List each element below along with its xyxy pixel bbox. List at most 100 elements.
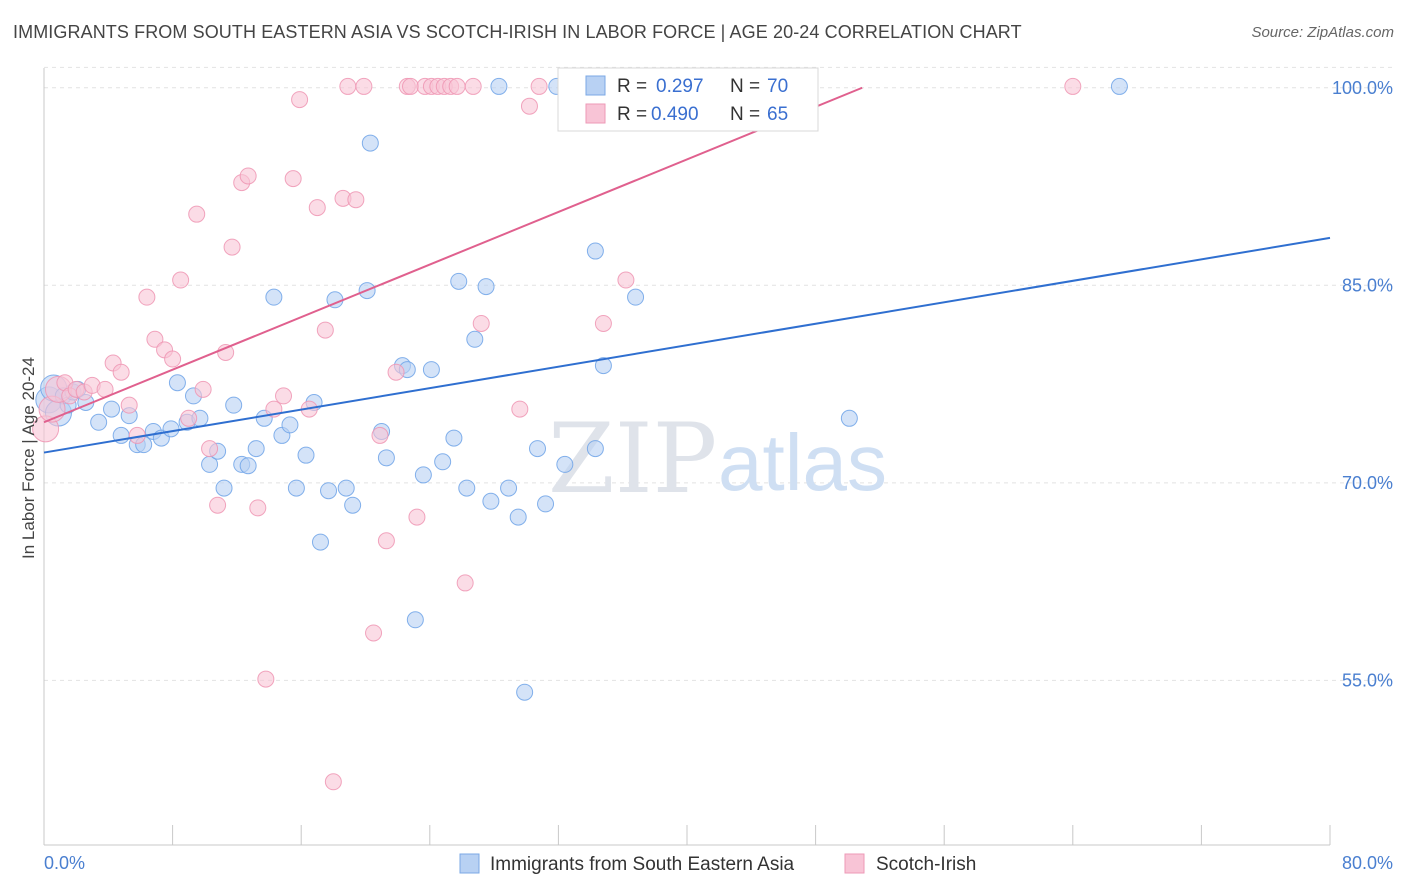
data-point (1110, 77, 1128, 95)
x-tick-label-0: 0.0% (44, 853, 85, 873)
data-point (347, 191, 365, 209)
data-point (275, 387, 293, 405)
bottom-legend-swatch-blue (459, 853, 480, 874)
data-point (466, 330, 484, 348)
data-point (537, 495, 555, 513)
data-point (556, 455, 574, 473)
axes (43, 68, 1331, 846)
data-point (371, 426, 389, 444)
legend-r-label-2: R = (617, 104, 647, 125)
data-point (265, 288, 283, 306)
data-point (239, 457, 257, 475)
data-point (339, 77, 357, 95)
data-point (355, 77, 373, 95)
y-tick-label-3: 100.0% (1332, 78, 1393, 98)
data-point (247, 440, 265, 458)
data-point (377, 532, 395, 550)
data-point (490, 77, 508, 95)
inset-legend: R = 0.297 N = 70 R = 0.490 N = 65 (557, 67, 819, 132)
legend-swatch-pink (585, 103, 606, 124)
data-point (201, 440, 219, 458)
data-point (308, 199, 326, 217)
legend-n-value-2: 65 (767, 104, 788, 125)
data-point (344, 496, 362, 514)
x-tick-label-1: 80.0% (1342, 853, 1393, 873)
data-point (194, 380, 212, 398)
data-point (509, 508, 527, 526)
data-point (146, 330, 164, 348)
legend-n-label-2: N = (730, 104, 760, 125)
data-point (450, 272, 468, 290)
data-point (223, 238, 241, 256)
y-tick-label-2: 85.0% (1342, 275, 1393, 295)
data-point (291, 91, 309, 109)
data-point (257, 670, 275, 688)
bottom-legend: Immigrants from South Eastern Asia Scotc… (459, 853, 976, 875)
data-point (617, 271, 635, 289)
data-point (162, 420, 180, 438)
data-point (249, 499, 267, 517)
data-point (120, 396, 138, 414)
data-point (387, 363, 405, 381)
data-point (472, 314, 490, 332)
data-point (138, 288, 156, 306)
trend-lines (43, 86, 1331, 454)
data-point (365, 624, 383, 642)
y-axis-title: In Labor Force | Age 20-24 (19, 357, 38, 559)
series-immigrants-se-asia (35, 77, 1128, 701)
data-point (112, 363, 130, 381)
data-point (316, 321, 334, 339)
series-scotch-irish (32, 77, 1082, 791)
data-point (448, 77, 466, 95)
data-point (627, 288, 645, 306)
watermark-atlas: atlas (718, 418, 887, 507)
data-point (361, 134, 379, 152)
legend-r-label-1: R = (617, 76, 647, 97)
watermark: ZIP atlas (548, 403, 887, 515)
data-point (239, 167, 257, 185)
data-point (445, 429, 463, 447)
data-point (217, 343, 235, 361)
legend-swatch-blue (585, 75, 606, 96)
data-point (464, 77, 482, 95)
data-point (180, 409, 198, 427)
data-point (377, 449, 395, 467)
data-point (511, 400, 529, 418)
source-credit: Source: ZipAtlas.com (1251, 24, 1394, 41)
data-point (406, 611, 424, 629)
legend-n-value-1: 70 (767, 76, 788, 97)
data-point (516, 683, 534, 701)
data-point (500, 479, 518, 497)
data-point (530, 77, 548, 95)
watermark-zip: ZIP (548, 403, 717, 515)
data-point (284, 170, 302, 188)
legend-n-label-1: N = (730, 76, 760, 97)
bottom-legend-label-pink: Scotch-Irish (876, 854, 976, 875)
legend-r-value-2: 0.490 (651, 104, 699, 125)
data-point (458, 479, 476, 497)
data-point (225, 396, 243, 414)
data-point (188, 205, 206, 223)
data-point (482, 492, 500, 510)
data-point (529, 440, 547, 458)
data-point (172, 271, 190, 289)
data-point (209, 496, 227, 514)
data-point (311, 533, 329, 551)
data-point (1064, 77, 1082, 95)
data-point (90, 413, 108, 431)
data-point (164, 350, 182, 368)
y-tick-label-1: 70.0% (1342, 473, 1393, 493)
data-point (320, 482, 338, 500)
data-point (586, 440, 604, 458)
y-tick-labels: 55.0% 70.0% 85.0% 100.0% (1332, 78, 1393, 691)
data-point (414, 466, 432, 484)
x-tick-labels: 0.0% 80.0% (44, 853, 1393, 873)
gridlines (44, 66, 1395, 681)
data-point (168, 374, 186, 392)
data-point (337, 479, 355, 497)
trend-line-immigrants-se-asia (43, 236, 1331, 454)
data-point (103, 400, 121, 418)
chart-title: IMMIGRANTS FROM SOUTH EASTERN ASIA VS SC… (13, 22, 1022, 42)
y-tick-label-0: 55.0% (1342, 670, 1393, 690)
